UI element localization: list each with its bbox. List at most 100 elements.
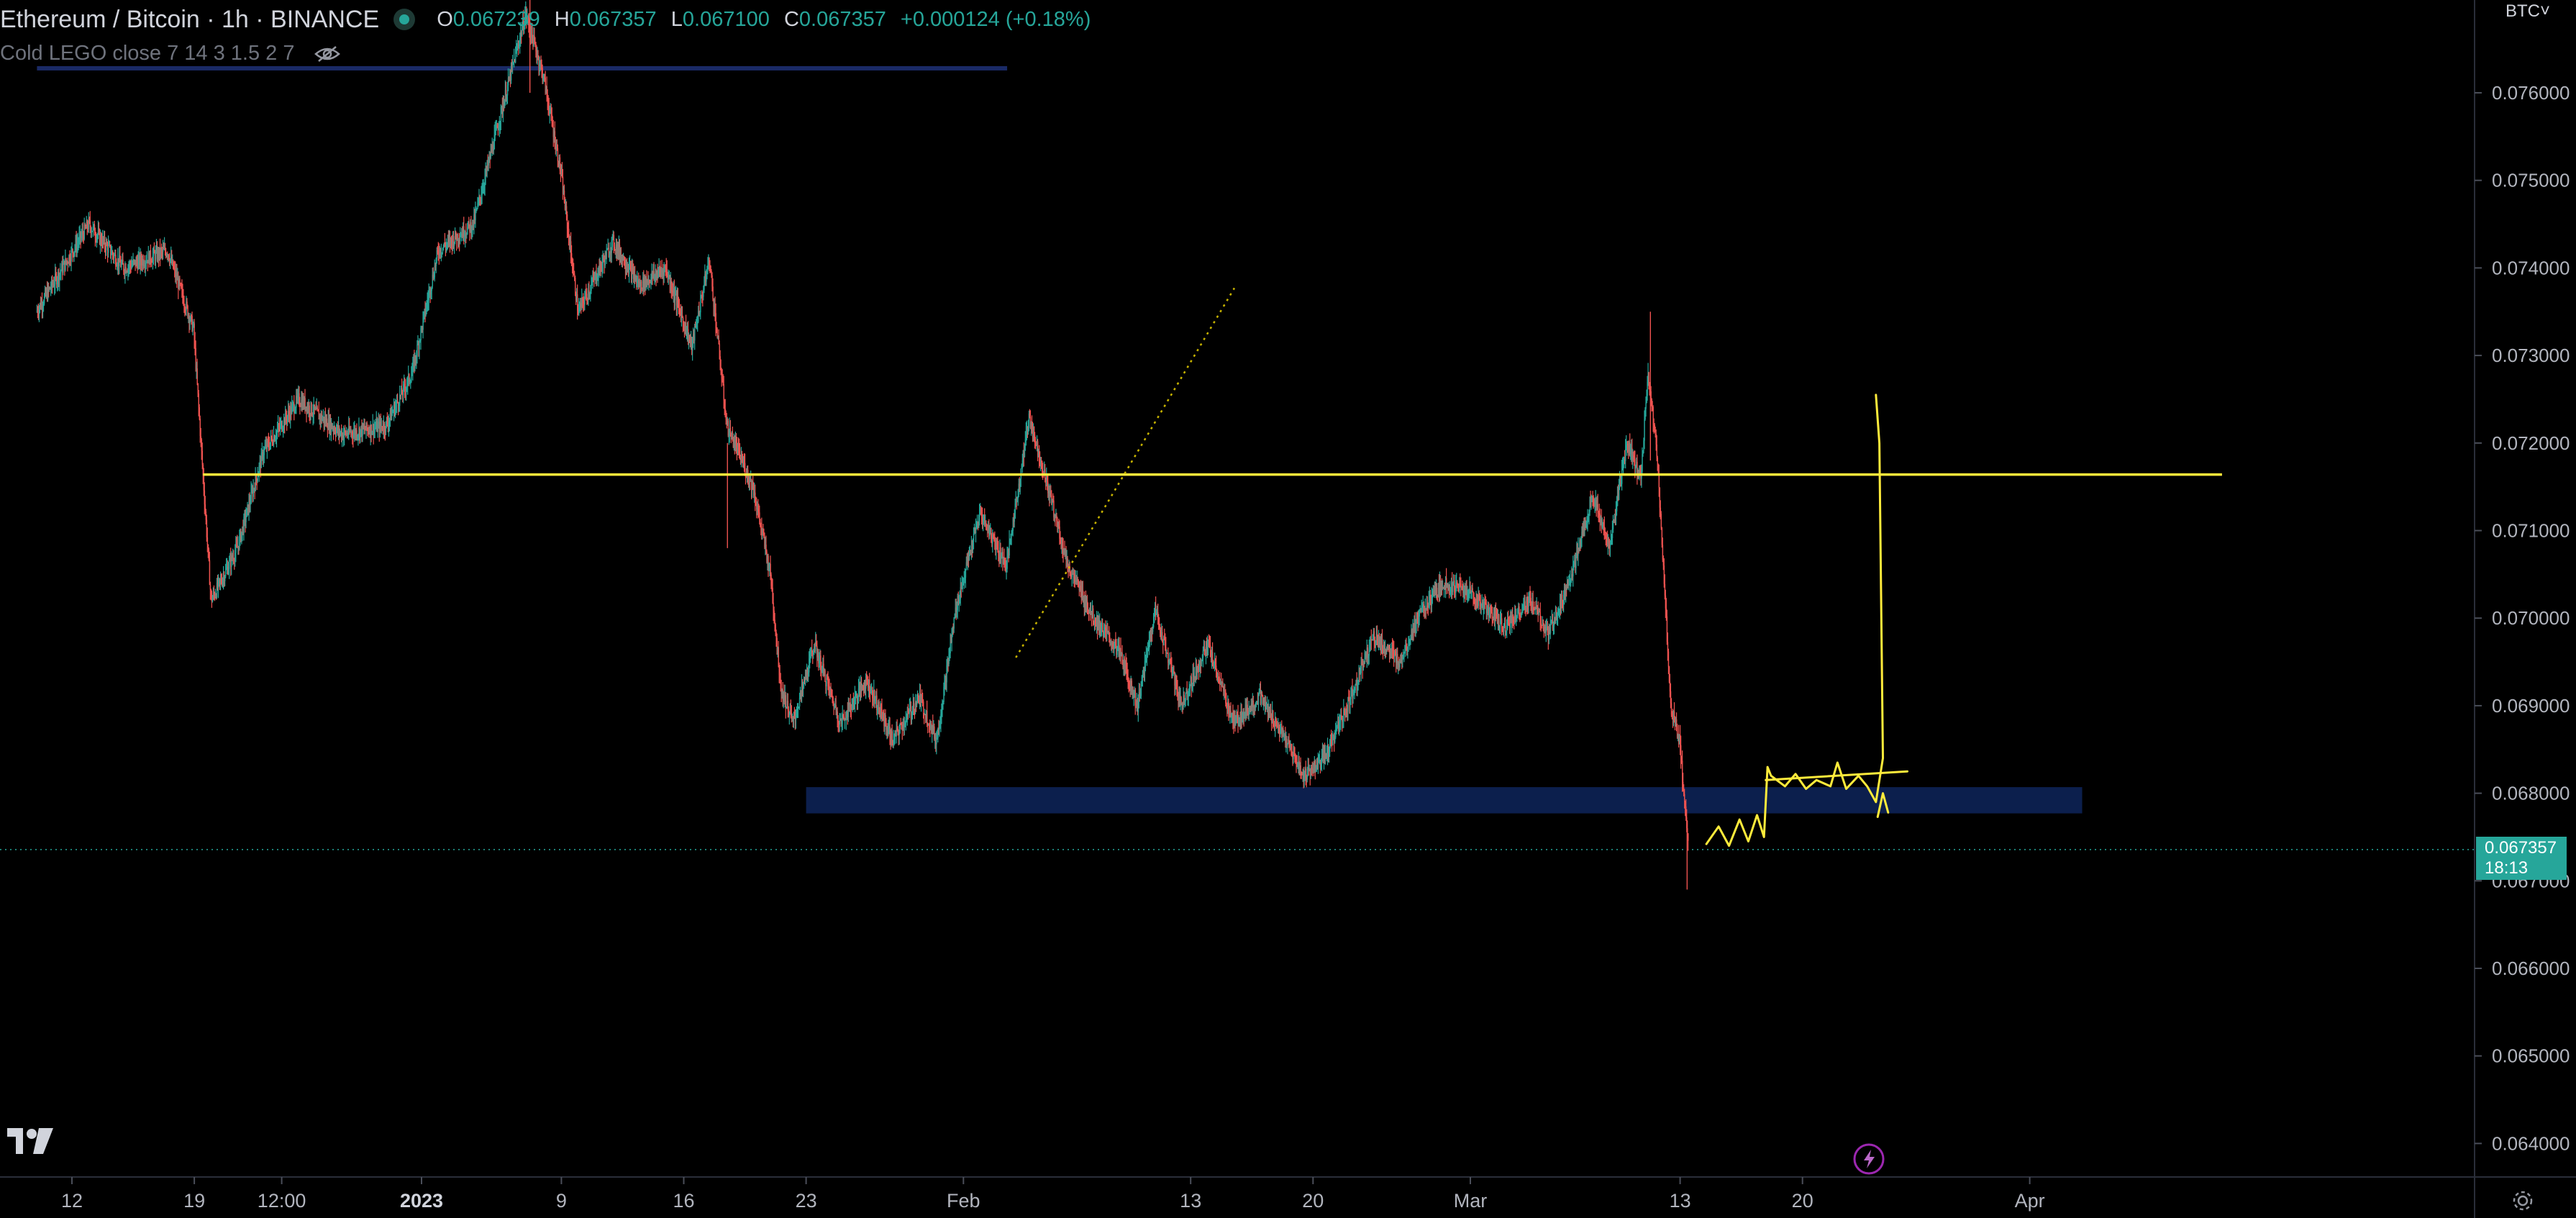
- candle-body: [237, 545, 239, 548]
- candle: [40, 297, 42, 310]
- candle: [683, 321, 686, 338]
- candle: [175, 261, 176, 283]
- candle: [673, 281, 675, 303]
- candle: [125, 263, 127, 274]
- candle-body: [256, 478, 258, 482]
- candle: [127, 264, 129, 281]
- candle: [788, 706, 790, 718]
- candle-body: [45, 290, 47, 296]
- support-zone-box[interactable]: [806, 787, 2083, 814]
- candle: [929, 719, 931, 737]
- candle: [341, 424, 342, 442]
- candle: [752, 476, 754, 491]
- candle-body: [692, 340, 693, 351]
- candle: [810, 647, 811, 663]
- candle-body: [1021, 464, 1023, 469]
- candle-body: [450, 237, 452, 245]
- candle-body: [245, 517, 247, 522]
- candle-body: [796, 708, 798, 714]
- candle-body: [50, 288, 52, 290]
- candle: [871, 683, 873, 696]
- candle: [742, 453, 744, 468]
- candle-body: [117, 258, 119, 266]
- candle-body: [937, 727, 939, 739]
- candle: [888, 717, 890, 735]
- candle-body: [55, 273, 57, 276]
- candle-body: [647, 281, 649, 283]
- candle: [710, 265, 711, 273]
- candle-body: [461, 233, 463, 237]
- candle: [124, 261, 126, 284]
- candle: [817, 648, 819, 661]
- candle: [65, 258, 67, 265]
- candle: [370, 421, 371, 446]
- candle: [405, 378, 406, 401]
- candle-body: [88, 218, 91, 221]
- candle: [597, 268, 599, 281]
- candle-body: [550, 109, 552, 115]
- candle: [624, 256, 626, 269]
- candle-body: [543, 75, 545, 78]
- candle-body: [442, 246, 445, 248]
- candle-body: [617, 245, 619, 253]
- candle: [563, 186, 565, 195]
- candle-body: [94, 235, 96, 238]
- candle-body: [716, 329, 718, 338]
- candle-body: [249, 501, 250, 505]
- candle-body: [222, 579, 224, 585]
- candle: [802, 681, 804, 698]
- candle-body: [276, 432, 278, 438]
- candle: [688, 332, 690, 350]
- candle: [772, 578, 773, 604]
- candle: [960, 577, 962, 606]
- candle-body: [155, 251, 157, 261]
- candle: [327, 422, 329, 438]
- candle-body: [703, 290, 704, 297]
- candle: [686, 322, 688, 342]
- candle-body: [804, 672, 806, 681]
- candle: [73, 250, 75, 262]
- candle: [850, 694, 852, 718]
- candle-body: [37, 312, 40, 314]
- candle-body: [265, 445, 267, 447]
- candle: [179, 276, 181, 291]
- candle-body: [719, 356, 721, 368]
- candle: [590, 284, 591, 302]
- candle-body: [171, 256, 173, 264]
- candle-body: [120, 262, 122, 268]
- candle-body: [179, 278, 181, 284]
- candle: [901, 722, 903, 730]
- candle-body: [61, 263, 63, 271]
- candle-body: [424, 309, 426, 315]
- candle-body: [868, 679, 870, 688]
- candle-body: [653, 271, 655, 278]
- candle: [317, 405, 319, 412]
- candle-body: [384, 430, 386, 432]
- candle: [161, 247, 163, 260]
- candle-body: [740, 457, 742, 459]
- candle-body: [642, 277, 644, 290]
- candle: [384, 425, 386, 441]
- candle: [253, 487, 255, 494]
- candle: [985, 514, 986, 527]
- candle-body: [440, 253, 442, 255]
- candle-body: [804, 677, 806, 681]
- candle-body: [898, 732, 899, 735]
- upper-zone-line[interactable]: [37, 65, 1008, 71]
- candle: [452, 230, 455, 250]
- candle: [340, 430, 342, 437]
- candle-body: [1004, 560, 1006, 562]
- candle-body: [499, 121, 501, 126]
- candle: [414, 353, 416, 372]
- candle-body: [1024, 445, 1026, 457]
- candle: [452, 231, 454, 251]
- candle: [194, 332, 196, 356]
- candle: [778, 662, 780, 683]
- candle: [520, 22, 522, 47]
- candle-body: [1007, 550, 1009, 558]
- candle: [153, 246, 155, 265]
- candle-body: [84, 224, 86, 228]
- candle-body: [616, 244, 618, 254]
- candle: [612, 230, 614, 240]
